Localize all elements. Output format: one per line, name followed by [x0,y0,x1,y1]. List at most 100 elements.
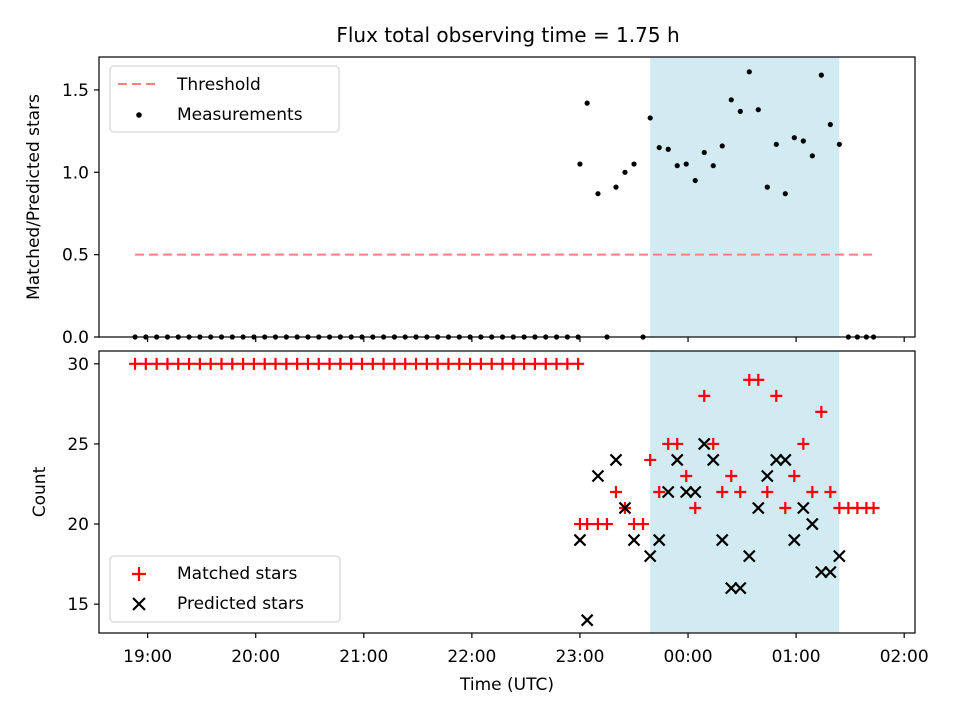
predicted-legend-swatch [132,597,146,611]
matched-star-point [388,357,401,370]
count-y-tick-label: 20 [67,515,89,535]
count-y-tick-label: 30 [67,355,89,375]
measurement-point [782,191,788,197]
count-y-axis-label: Count [30,466,50,517]
predicted-star-point [752,501,765,515]
chart-title: Flux total observing time = 1.75 h [336,23,679,47]
count-panel: 15 20 25 30 19:00 20:00 21:00 22:00 23:00 00:00 01… [30,350,929,695]
predicted-star-point [833,549,846,563]
matched-star-point [291,357,304,370]
predicted-star-point [715,533,729,547]
matched-star-point [815,405,828,418]
measurement-point [622,169,628,175]
matched-star-point [312,357,325,370]
matched-star-point [806,486,819,498]
measurements-legend-label: Measurements [177,105,303,125]
predicted-star-point [761,469,774,483]
matched-star-point [725,469,738,482]
matched-star-point [129,357,142,370]
measurement-point [746,69,752,75]
matched-star-point [345,357,358,370]
measurement-point [755,107,761,113]
matched-star-point [193,357,206,370]
measurement-point [595,191,601,197]
measurement-point [773,141,779,147]
predicted-star-point [743,549,756,563]
matched-star-point [399,357,412,370]
matched-star-point [507,357,520,370]
measurement-point [818,72,824,78]
predicted-star-point [618,501,632,515]
ratio-axis-ticks: 0.0 0.5 1.0 1.5 [62,81,905,348]
matched-star-point [581,518,594,531]
matched-star-point [464,357,477,370]
matched-star-point [707,437,720,450]
measurement-point [791,135,797,141]
matched-star-point [420,357,433,370]
matched-star-point [609,486,622,498]
predicted-star-point [824,565,837,579]
matched-star-point [280,357,293,370]
matched-star-point [183,357,196,370]
measurement-point [728,97,734,103]
matched-legend-label: Matched stars [177,564,297,584]
matched-star-point [572,357,585,370]
measurement-point [577,161,583,167]
predicted-star-point [806,517,819,531]
threshold-legend-label: Threshold [176,75,261,95]
x-tick-label: 00:00 [664,647,713,667]
matched-star-point [442,357,455,370]
measurement-point [800,138,806,144]
matched-star-point [561,357,574,370]
matched-star-point [377,357,390,370]
predicted-star-point [580,613,594,627]
count-legend: Matched stars Predicted stars [109,555,341,623]
observing-span-top [650,57,840,337]
x-axis-label: Time (UTC) [459,675,554,695]
matched-star-point [355,357,368,370]
count-series [129,357,880,627]
matched-star-point [528,357,541,370]
measurements-legend-swatch [136,112,142,118]
matched-star-point [237,357,250,370]
matched-star-point [788,469,801,482]
count-y-tick-label: 25 [67,435,89,455]
matched-star-point [770,389,783,402]
measurement-point [692,177,698,184]
matched-star-point [716,486,729,498]
predicted-star-point [724,581,738,595]
x-tick-label: 19:00 [123,647,172,667]
predicted-star-point [661,485,675,499]
ratio-legend: Threshold Measurements [109,65,340,133]
measurement-point [836,141,842,147]
predicted-star-point [706,453,720,467]
matched-star-point [752,373,765,386]
measurement-point [809,153,815,159]
measurement-point [674,163,680,169]
x-tick-label: 22:00 [447,647,496,667]
measurement-point [827,121,833,128]
matched-star-point [301,357,314,370]
predicted-star-point [573,533,587,547]
measurement-point [683,161,689,167]
measurement-point [647,115,653,121]
measurement-point [764,184,770,190]
measurement-point [656,144,662,151]
matched-star-point [600,518,613,531]
matched-star-point [334,357,347,370]
predicted-star-point [733,581,747,595]
predicted-star-point [688,485,702,499]
predicted-star-point [779,453,792,467]
matched-star-point [824,486,837,498]
matched-star-point [269,357,282,370]
matched-star-point [453,357,466,370]
matched-star-point [689,502,702,515]
ratio-y-tick-label: 1.5 [62,81,89,101]
x-tick-label: 01:00 [772,647,821,667]
matched-star-point [779,502,792,515]
measurement-point [710,163,716,169]
matched-star-point [644,453,657,466]
ratio-y-tick-label: 1.0 [62,163,89,183]
matched-star-point [485,357,498,370]
count-axes-frame [98,350,916,634]
